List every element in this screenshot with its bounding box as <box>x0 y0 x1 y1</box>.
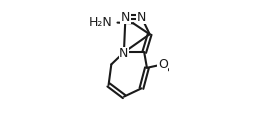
Text: N: N <box>137 11 146 24</box>
Text: N: N <box>119 47 129 60</box>
Text: H₂N: H₂N <box>89 16 113 29</box>
Text: N: N <box>121 11 130 24</box>
Text: O: O <box>158 58 168 71</box>
